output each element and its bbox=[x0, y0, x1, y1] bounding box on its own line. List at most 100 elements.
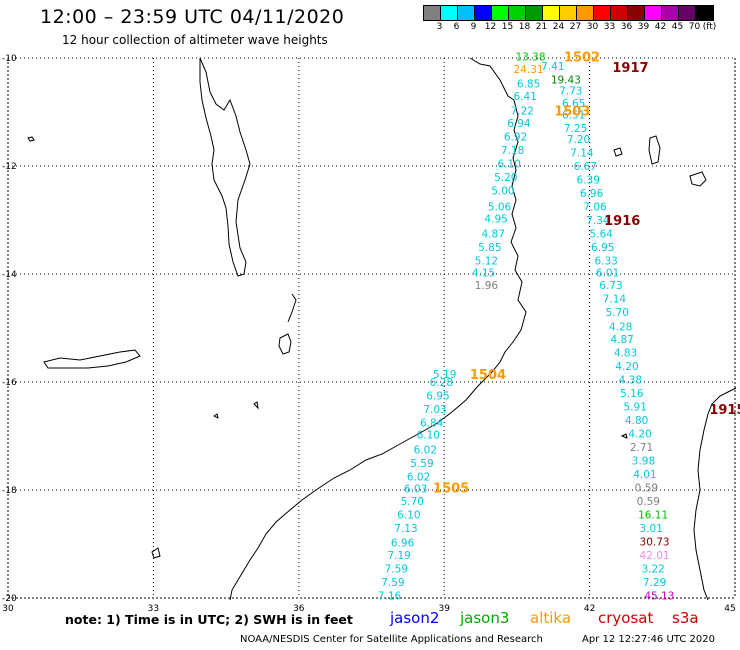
wave-height-value: 1.96 bbox=[475, 280, 499, 292]
comoros-island bbox=[689, 171, 707, 187]
wave-height-value: 5.12 bbox=[475, 256, 498, 268]
wave-height-value: 4.95 bbox=[484, 213, 507, 225]
color-swatch bbox=[441, 6, 458, 20]
mayotte-island bbox=[648, 135, 661, 165]
longitude-label: 33 bbox=[148, 604, 159, 614]
footer-timestamp: Apr 12 12:27:46 UTC 2020 bbox=[582, 634, 715, 645]
pass-number-label: 1503 bbox=[554, 104, 590, 119]
coastline bbox=[27, 57, 737, 601]
color-scale-label: 45 bbox=[671, 22, 684, 32]
longitude-label: 42 bbox=[584, 604, 595, 614]
wave-height-value: 0.59 bbox=[637, 496, 660, 508]
wave-height-value: 5.70 bbox=[401, 496, 424, 508]
color-scale-bar bbox=[423, 5, 714, 21]
wave-height-value: 4.83 bbox=[614, 347, 637, 359]
wave-height-value: 7.03 bbox=[423, 404, 446, 416]
color-scale-labels: 3 6 9 12 15 18 21 24 27 30 33 36 39 42 45 70 (ft) bbox=[423, 22, 740, 34]
color-scale-label: 21 bbox=[535, 22, 548, 32]
wave-height-value: 24.31 bbox=[514, 64, 544, 76]
anjouan-island bbox=[613, 147, 623, 157]
pass-number-label: 1502 bbox=[564, 50, 600, 65]
map-frame bbox=[7, 57, 736, 599]
small-island-2 bbox=[253, 401, 259, 410]
wave-height-value: 4.01 bbox=[633, 469, 656, 481]
longitude-label: 45 bbox=[724, 604, 735, 614]
note-text: note: 1) Time is in UTC; 2) SWH is in fe… bbox=[65, 612, 353, 627]
small-lake-outline bbox=[278, 333, 292, 355]
wave-height-value: 4.80 bbox=[625, 415, 648, 427]
color-scale-label: 9 bbox=[470, 22, 477, 32]
latitude-label: -12 bbox=[2, 162, 17, 172]
wave-height-value: 6.85 bbox=[517, 78, 540, 90]
wave-height-value: 5.19 bbox=[433, 369, 456, 381]
madagascar-coast bbox=[693, 387, 737, 601]
wave-height-value: 7.16 bbox=[378, 590, 402, 602]
wave-height-value: 0.59 bbox=[635, 482, 658, 494]
wave-height-value: 6.96 bbox=[391, 537, 415, 549]
wave-height-value: 7.14 bbox=[603, 293, 627, 305]
wave-height-value: 6.39 bbox=[577, 175, 600, 187]
color-swatch bbox=[560, 6, 577, 20]
wave-height-value: 5.20 bbox=[494, 172, 517, 184]
wave-height-value: 6.95 bbox=[426, 391, 449, 403]
latitude-label: -10 bbox=[2, 54, 17, 64]
wave-height-value: 30.73 bbox=[640, 536, 670, 548]
color-scale-label: 24 bbox=[552, 22, 565, 32]
small-island-3 bbox=[213, 413, 219, 419]
wave-height-value: 3.01 bbox=[640, 523, 663, 535]
wave-height-value: 4.20 bbox=[615, 361, 638, 373]
map-subtitle: 12 hour collection of altimeter wave hei… bbox=[62, 33, 328, 47]
wave-height-value: 7.18 bbox=[501, 145, 524, 157]
color-scale-label: 70 bbox=[688, 22, 701, 32]
wave-height-value: 7.13 bbox=[394, 523, 417, 535]
wave-height-value: 45.13 bbox=[644, 590, 674, 602]
shire-river bbox=[287, 293, 297, 323]
wave-height-value: 13.38 bbox=[515, 51, 545, 63]
wave-height-value: 5.70 bbox=[606, 307, 629, 319]
wave-height-value: 6.95 bbox=[591, 242, 614, 254]
wave-height-value: 7.59 bbox=[381, 577, 404, 589]
latitude-label: -20 bbox=[2, 594, 17, 604]
small-island-4 bbox=[620, 433, 628, 439]
color-swatch bbox=[492, 6, 509, 20]
wave-height-value: 6.10 bbox=[498, 158, 521, 170]
color-swatch bbox=[611, 6, 628, 20]
legend-s3a: s3a bbox=[672, 609, 699, 627]
latitude-label: -14 bbox=[2, 270, 17, 280]
longitude-label: 36 bbox=[293, 604, 305, 614]
wave-height-value: 6.51 bbox=[562, 110, 585, 122]
wave-height-value: 42.01 bbox=[640, 550, 670, 562]
wave-height-value: 16.11 bbox=[638, 509, 668, 521]
wave-height-value: 7.20 bbox=[567, 134, 590, 146]
longitude-label: 30 bbox=[2, 604, 14, 614]
pass-number-label: 1915 bbox=[709, 403, 740, 418]
wave-height-value: 6.65 bbox=[562, 98, 585, 110]
color-swatch bbox=[577, 6, 594, 20]
wave-height-value: 7.06 bbox=[583, 202, 607, 214]
lake-malawi-outline bbox=[199, 57, 251, 277]
wave-height-value: 5.85 bbox=[478, 242, 501, 254]
legend-cryosat: cryosat bbox=[598, 609, 654, 627]
small-island bbox=[27, 136, 35, 142]
wave-height-value: 6.92 bbox=[504, 131, 527, 143]
wave-height-value: 6.94 bbox=[507, 118, 531, 130]
color-scale-label: 33 bbox=[603, 22, 616, 32]
color-swatch bbox=[526, 6, 543, 20]
wave-height-value: 5.00 bbox=[491, 185, 514, 197]
wave-height-value: 7.41 bbox=[541, 61, 564, 73]
color-swatch bbox=[475, 6, 492, 20]
legend-altika: altika bbox=[530, 609, 572, 627]
map-title: 12:00 – 23:59 UTC 04/11/2020 bbox=[40, 6, 345, 28]
color-scale-label: 15 bbox=[501, 22, 514, 32]
legend-jason2: jason2 bbox=[390, 609, 440, 627]
pass-labels: 1502 1917 1503 1916 1504 1915 1505 bbox=[433, 50, 740, 496]
color-scale-label: 3 bbox=[436, 22, 443, 32]
pass-number-label: 1505 bbox=[433, 481, 469, 496]
wave-height-value: 5.06 bbox=[488, 202, 512, 214]
wave-height-value: 6.02 bbox=[414, 445, 437, 457]
wave-height-value: 7.73 bbox=[559, 85, 582, 97]
legend-jason3: jason3 bbox=[460, 609, 510, 627]
wave-height-value: 7.34 bbox=[586, 215, 610, 227]
